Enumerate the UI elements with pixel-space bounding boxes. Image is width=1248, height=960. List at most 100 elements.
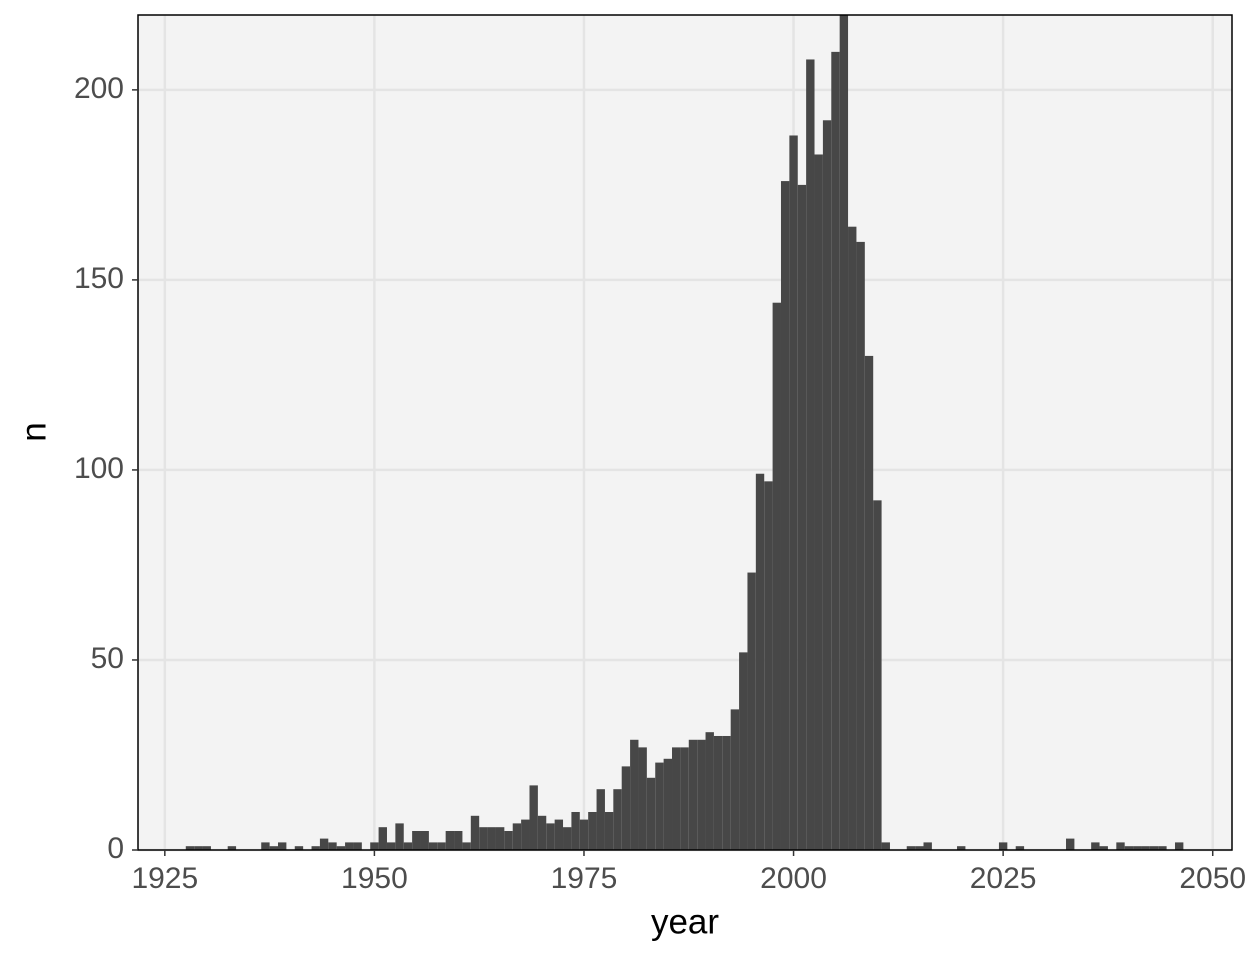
bar [998, 842, 1008, 850]
bar [596, 789, 605, 850]
bar [462, 842, 471, 850]
bar [319, 838, 329, 850]
bar [1174, 842, 1184, 850]
bar [655, 762, 664, 850]
bar [445, 830, 455, 850]
bar [487, 827, 496, 850]
bar [604, 811, 614, 850]
bar [1149, 846, 1159, 850]
y-tick-label: 100 [74, 452, 124, 485]
bar [806, 59, 815, 850]
bar [705, 732, 714, 850]
bar [470, 815, 480, 850]
bar [512, 823, 522, 850]
bar [412, 830, 421, 850]
x-tick-label: 1950 [341, 862, 408, 895]
bar [420, 830, 429, 850]
bar [454, 830, 463, 850]
y-tick-label: 200 [74, 72, 124, 105]
bar [579, 819, 589, 850]
bar [571, 811, 580, 850]
bar [906, 846, 916, 850]
bar [822, 120, 832, 850]
bar [923, 842, 932, 850]
bar [839, 15, 849, 850]
bar [194, 846, 203, 850]
x-tick-label: 2050 [1179, 862, 1246, 895]
bar [797, 184, 807, 850]
bar [1091, 842, 1100, 850]
bar [521, 819, 530, 850]
bar [831, 51, 840, 850]
bar [563, 827, 572, 850]
bars [185, 15, 1184, 851]
bar [957, 846, 966, 850]
bar [789, 135, 798, 850]
bar [294, 846, 304, 850]
bar [638, 747, 647, 850]
bar [697, 739, 706, 850]
bar [345, 842, 354, 850]
bar [386, 842, 396, 850]
bar [495, 827, 505, 850]
bar [546, 823, 555, 850]
bar [479, 827, 488, 850]
y-tick-label: 0 [107, 832, 124, 865]
bar [764, 481, 773, 850]
bar [1099, 846, 1108, 850]
bar [395, 823, 404, 850]
bar [856, 241, 865, 850]
bar [772, 302, 781, 850]
bar [261, 842, 270, 850]
bar [588, 811, 597, 850]
bar [370, 842, 379, 850]
bar [202, 846, 211, 850]
bar [336, 846, 346, 850]
bar [672, 747, 681, 850]
bar [739, 652, 748, 850]
bar [1124, 846, 1134, 850]
bar [537, 815, 547, 850]
bar [328, 842, 337, 850]
bar [780, 181, 790, 851]
bar [227, 846, 237, 850]
bar [864, 355, 874, 850]
bar [613, 789, 622, 850]
bar [277, 842, 287, 850]
bar [1133, 846, 1142, 850]
x-tick-label: 2000 [760, 862, 827, 895]
bar [437, 842, 446, 850]
bar [630, 739, 639, 850]
bar [713, 735, 723, 850]
x-tick-label: 2025 [970, 862, 1037, 895]
bar [688, 739, 698, 850]
bar [1141, 846, 1150, 850]
bar [311, 846, 320, 850]
bar [403, 842, 413, 850]
bar [755, 473, 765, 850]
bar [529, 785, 538, 850]
x-axis-title: year [651, 902, 719, 941]
bar [722, 735, 731, 850]
bar [848, 226, 857, 850]
bar [1066, 838, 1075, 850]
bar [730, 709, 740, 850]
bar [873, 500, 882, 850]
y-tick-label: 50 [91, 642, 124, 675]
bar [663, 758, 673, 850]
bar [1158, 846, 1167, 850]
bar [1116, 842, 1125, 850]
bar [504, 830, 513, 850]
y-axis-title: n [14, 422, 53, 441]
bar [747, 572, 756, 850]
bar [378, 827, 387, 850]
x-tick-label: 1975 [551, 862, 618, 895]
bar [680, 747, 689, 850]
bar [881, 842, 890, 850]
panel [138, 15, 1232, 850]
bar [915, 846, 924, 850]
bar [814, 154, 823, 850]
bar [428, 842, 438, 850]
bar [554, 819, 564, 850]
